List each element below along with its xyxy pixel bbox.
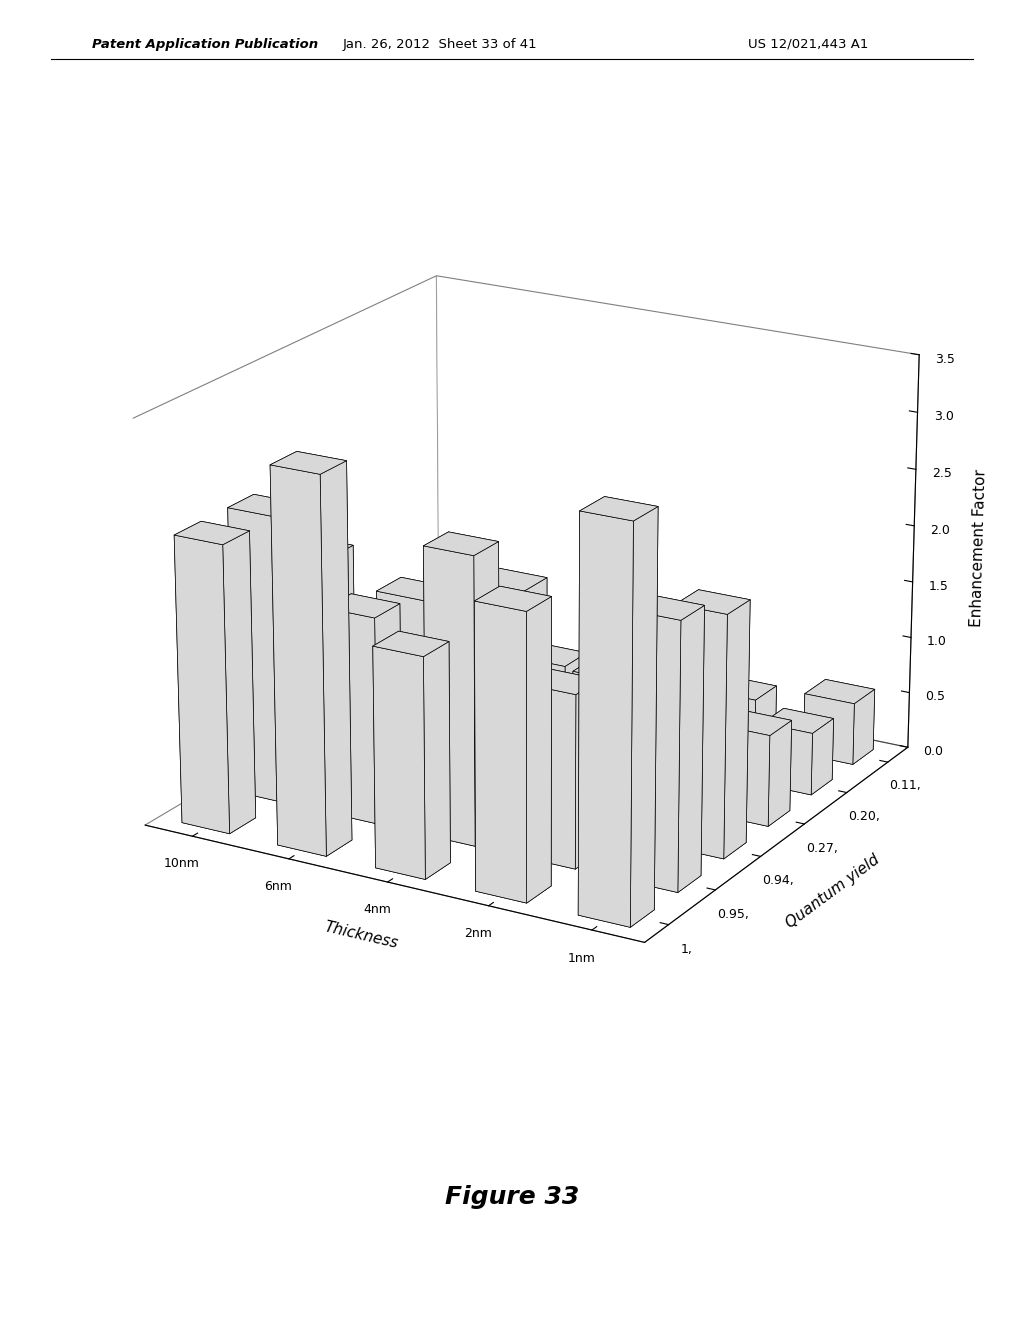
Y-axis label: Quantum yield: Quantum yield	[783, 851, 883, 931]
X-axis label: Thickness: Thickness	[323, 920, 399, 952]
Text: Patent Application Publication: Patent Application Publication	[92, 37, 318, 50]
Text: US 12/021,443 A1: US 12/021,443 A1	[748, 37, 868, 50]
Text: Jan. 26, 2012  Sheet 33 of 41: Jan. 26, 2012 Sheet 33 of 41	[343, 37, 538, 50]
Text: Figure 33: Figure 33	[444, 1185, 580, 1209]
